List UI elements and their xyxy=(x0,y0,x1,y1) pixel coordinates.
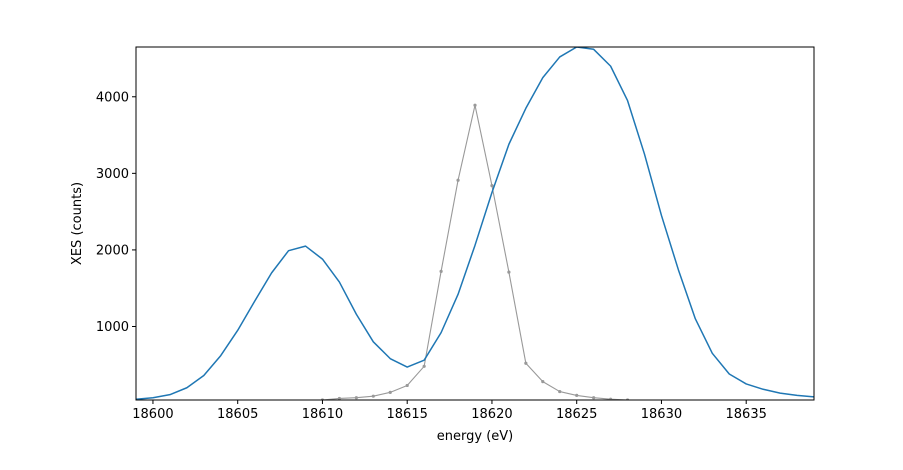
reference-peak-point xyxy=(388,390,392,394)
axes-frame xyxy=(135,46,815,401)
x-axis-label: energy (eV) xyxy=(437,429,513,444)
reference-peak-point xyxy=(405,383,409,388)
x-axis-ticks: 18600 18605 18610 18615 18620 18625 18630 18635 xyxy=(132,400,767,422)
reference-peak-point xyxy=(456,178,460,182)
y-axis-ticks: 1000 2000 3000 4000 xyxy=(96,90,136,335)
reference-peak-point xyxy=(592,396,596,400)
x-tick-label: 18620 xyxy=(471,407,512,422)
reference-peak-point xyxy=(609,397,613,400)
reference-peak-point xyxy=(439,269,443,273)
reference-peak-point xyxy=(337,396,341,400)
x-tick-label: 18615 xyxy=(387,407,428,422)
x-tick-label: 18635 xyxy=(726,407,767,422)
reference-peak-point xyxy=(371,394,375,398)
reference-peak-point xyxy=(558,389,562,394)
reference-peak-point xyxy=(473,103,477,107)
x-tick-label: 18630 xyxy=(641,407,682,422)
x-tick-label: 18610 xyxy=(302,407,343,422)
reference-peak-point xyxy=(524,361,528,365)
y-tick-label: 2000 xyxy=(96,243,129,258)
x-tick-label: 18625 xyxy=(556,407,597,422)
x-tick-label: 18600 xyxy=(132,407,173,422)
x-tick-label: 18605 xyxy=(217,407,258,422)
y-tick-label: 1000 xyxy=(96,320,129,335)
series-line-xes-spectrum xyxy=(136,47,814,400)
plot-area xyxy=(136,47,814,400)
y-axis-label: XES (counts) xyxy=(70,182,85,265)
reference-peak-point xyxy=(490,183,494,188)
reference-peak-point xyxy=(541,380,545,384)
reference-peak-point xyxy=(575,393,579,398)
reference-peak-point xyxy=(507,270,511,274)
reference-peak-point xyxy=(354,396,358,400)
reference-peak-point xyxy=(422,364,426,368)
y-tick-label: 4000 xyxy=(96,90,129,105)
y-tick-label: 3000 xyxy=(96,167,129,182)
